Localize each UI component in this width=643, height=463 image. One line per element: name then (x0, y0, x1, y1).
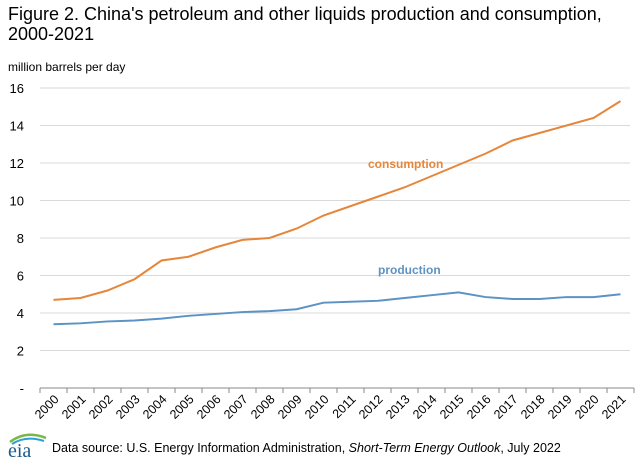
x-tick-label: 2019 (545, 392, 575, 422)
x-tick-label: 2018 (518, 392, 548, 422)
y-axis-label: million barrels per day (8, 60, 126, 74)
x-tick-label: 2013 (383, 392, 413, 422)
series-line-consumption (53, 100, 622, 301)
source-title: Short-Term Energy Outlook (348, 441, 501, 455)
x-tick-label: 2021 (599, 392, 629, 422)
y-tick-label: 10 (10, 194, 24, 209)
x-tick-label: 2015 (437, 392, 467, 422)
series-label-consumption: consumption (368, 157, 443, 171)
x-tick-label: 2020 (572, 392, 602, 422)
series-label-production: production (378, 263, 441, 277)
x-tick-label: 2017 (491, 392, 521, 422)
x-tick-label: 2016 (464, 392, 494, 422)
x-tick-label: 2011 (330, 392, 359, 421)
x-tick-label: 2006 (194, 392, 224, 422)
source-prefix: Data source: U.S. Energy Information Adm… (52, 441, 349, 455)
x-tick-label: 2004 (140, 392, 170, 422)
x-tick-label: 2010 (302, 392, 332, 422)
data-source: Data source: U.S. Energy Information Adm… (52, 441, 561, 455)
x-tick-label: 2001 (59, 392, 89, 422)
y-tick-label: 6 (17, 269, 24, 284)
source-suffix: , July 2022 (500, 441, 561, 455)
y-tick-label: - (20, 381, 24, 396)
chart-title: Figure 2. China's petroleum and other li… (8, 4, 602, 44)
x-tick-label: 2002 (86, 392, 116, 422)
y-tick-label: 16 (10, 81, 24, 96)
y-tick-label: 8 (17, 231, 24, 246)
svg-text:eia: eia (8, 440, 31, 458)
x-tick-label: 2009 (275, 392, 305, 422)
x-tick-label: 2003 (113, 392, 143, 422)
y-tick-label: 12 (10, 156, 24, 171)
x-tick-label: 2005 (167, 392, 197, 422)
x-tick-label: 2012 (356, 392, 386, 422)
series-line-production (53, 291, 621, 326)
y-tick-label: 2 (17, 344, 24, 359)
y-tick-label: 4 (17, 306, 24, 321)
x-tick-label: 2014 (410, 392, 440, 422)
eia-logo: eia (8, 433, 47, 458)
y-tick-label: 14 (10, 119, 24, 134)
x-tick-label: 2008 (248, 392, 278, 422)
x-tick-label: 2000 (32, 392, 62, 422)
x-tick-label: 2007 (221, 392, 251, 422)
